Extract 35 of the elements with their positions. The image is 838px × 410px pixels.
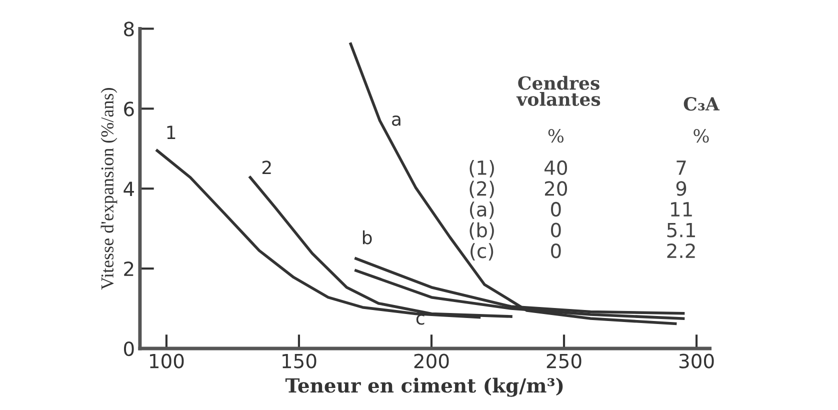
- annotation: (a): [470, 202, 494, 219]
- annotation: 40: [544, 160, 568, 176]
- x-tick-label: 300: [679, 354, 714, 368]
- annotation: 11: [671, 202, 692, 216]
- x-axis-title: Teneur en ciment (kg/m³): [285, 378, 563, 397]
- annotation: (b): [470, 222, 494, 240]
- annotation: (1): [470, 160, 494, 178]
- y-axis-title: Vitesse d'expansion (%/ans): [100, 88, 118, 290]
- annotation: 0: [551, 222, 561, 238]
- annotation: 7: [676, 160, 686, 175]
- annotation: b: [362, 230, 372, 244]
- annotation: %: [548, 129, 564, 143]
- x-tick-label: 100: [150, 354, 184, 368]
- x-tick-label: 200: [414, 354, 449, 368]
- x-tick-label: 150: [282, 354, 316, 368]
- annotation: C₃A: [684, 97, 720, 111]
- annotation: 9: [676, 181, 686, 196]
- y-tick-label: 8: [124, 22, 134, 36]
- y-tick-label: 6: [124, 102, 134, 116]
- annotation: 5.1: [667, 222, 695, 238]
- annotation: 2: [262, 160, 271, 174]
- x-tick-label: 250: [546, 354, 582, 368]
- annotation: 0: [551, 243, 561, 258]
- annotation: 2.2: [667, 243, 695, 258]
- y-tick-label: 2: [124, 262, 134, 276]
- annotation: 1: [167, 126, 176, 139]
- annotation: 20: [544, 181, 568, 196]
- annotation: %: [694, 129, 709, 143]
- annotation: (2): [470, 180, 494, 198]
- y-tick-label: 4: [124, 182, 134, 196]
- annotation: a: [392, 116, 400, 126]
- annotation: (c): [470, 243, 494, 260]
- y-tick-label: 0: [124, 341, 134, 356]
- annotation: 0: [551, 202, 561, 217]
- annotation: Cendres volantes: [516, 76, 600, 106]
